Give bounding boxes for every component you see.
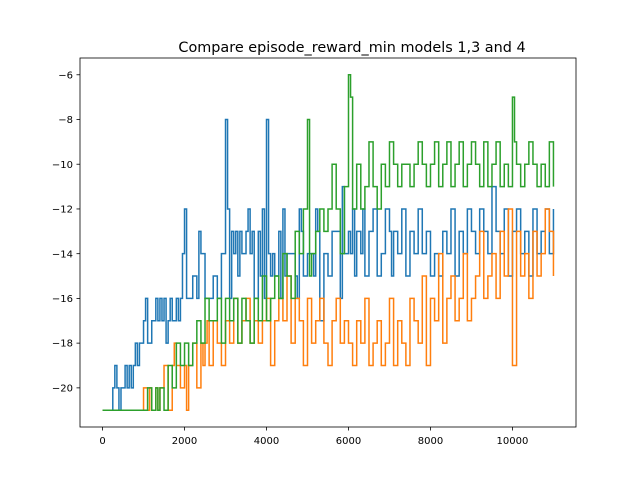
series-line-3 — [102, 74, 555, 411]
y-tick-label: −14 — [52, 249, 73, 260]
x-tick-label: 0 — [99, 436, 105, 447]
y-tick-label: −20 — [52, 383, 73, 394]
x-tick-label: 8000 — [418, 436, 443, 447]
plot-frame — [79, 57, 577, 428]
y-tick-label: −10 — [52, 160, 73, 171]
series-layer — [102, 74, 555, 411]
chart-title: Compare episode_reward_min models 1,3 an… — [178, 40, 525, 56]
axes-layer: 0 2000 4000 6000 8000 10000 −20 −18 −16 −14 −12 −10… — [52, 57, 577, 447]
y-tick-label: −8 — [58, 115, 73, 126]
x-tick-label: 4000 — [254, 436, 279, 447]
x-tick-label: 2000 — [172, 436, 197, 447]
y-tick-label: −6 — [58, 70, 73, 81]
x-tick-label: 10000 — [497, 436, 529, 447]
y-tick-label: −16 — [52, 294, 73, 305]
x-tick-label: 6000 — [336, 436, 361, 447]
series-line-2 — [102, 208, 555, 411]
y-tick-label: −18 — [52, 339, 73, 350]
y-tick-label: −12 — [52, 205, 73, 216]
